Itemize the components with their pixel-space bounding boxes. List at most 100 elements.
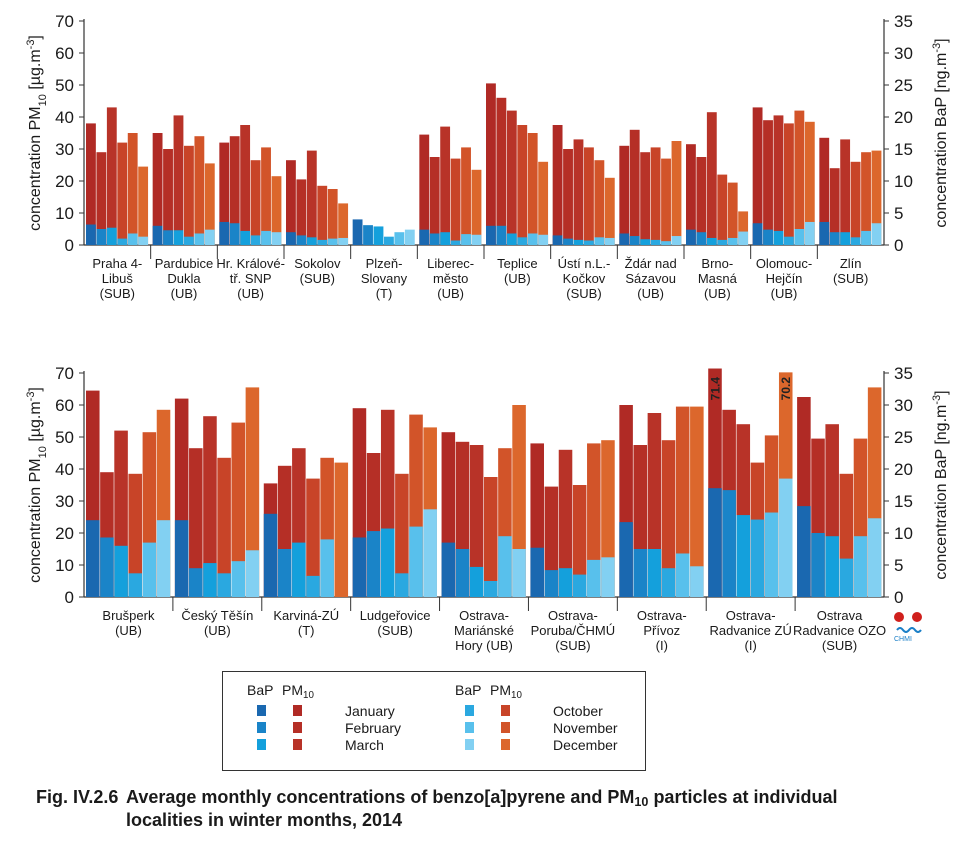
data-annotation-text: 71.4 bbox=[708, 377, 722, 401]
panel-1-y2-tick-label: 20 bbox=[894, 108, 913, 127]
pm10-bar bbox=[296, 179, 307, 245]
bap-bar bbox=[722, 490, 736, 597]
pm10-bar bbox=[573, 139, 584, 245]
pm10-bar bbox=[527, 133, 538, 245]
station-label: Ústí n.L.- bbox=[558, 256, 611, 271]
panel-2-y2-tick-label: 10 bbox=[894, 524, 913, 543]
logo-dot-left bbox=[894, 612, 904, 622]
bap-bar bbox=[404, 229, 415, 245]
bap-bar bbox=[306, 575, 320, 597]
bap-bar bbox=[825, 536, 839, 597]
bap-bar bbox=[764, 512, 779, 597]
station-label: (I) bbox=[745, 638, 757, 653]
bap-bar bbox=[395, 573, 409, 597]
bap-bar bbox=[441, 542, 456, 597]
bap-bar bbox=[317, 239, 328, 245]
station-label: Slovany bbox=[361, 271, 408, 286]
pm10-bar bbox=[784, 123, 794, 245]
bap-bar bbox=[738, 231, 749, 245]
bap-bar bbox=[461, 234, 471, 245]
station-label: (UB) bbox=[637, 286, 664, 301]
station-label: (UB) bbox=[171, 286, 198, 301]
panel-1-y-tick-label: 10 bbox=[55, 204, 74, 223]
station-label: (UB) bbox=[115, 623, 142, 638]
pm10-bar bbox=[619, 145, 630, 245]
pm10-bar bbox=[261, 147, 271, 245]
bap-bar bbox=[486, 225, 496, 245]
station-label: Mariánské bbox=[454, 623, 514, 638]
bap-bar bbox=[778, 478, 793, 597]
bap-bar bbox=[498, 536, 512, 597]
bap-bar bbox=[127, 233, 138, 245]
bap-bar bbox=[184, 236, 194, 245]
station-label: Ostrava- bbox=[548, 608, 598, 623]
pm10-bar bbox=[738, 211, 749, 245]
bap-bar bbox=[240, 230, 251, 245]
caption-sub: 10 bbox=[634, 795, 649, 809]
pm10-bar bbox=[461, 147, 471, 245]
bap-bar bbox=[563, 238, 573, 245]
bap-bar bbox=[250, 235, 261, 245]
station-label: (UB) bbox=[771, 286, 798, 301]
pm10-bar bbox=[850, 161, 861, 245]
legend-swatch-pm10 bbox=[293, 739, 302, 750]
legend-swatch-bap bbox=[465, 739, 474, 750]
pm10-bar bbox=[686, 144, 696, 245]
bap-bar bbox=[142, 542, 157, 597]
bap-bar bbox=[292, 542, 306, 597]
bap-bar bbox=[840, 232, 851, 245]
pm10-bar bbox=[229, 136, 240, 245]
station-label: (SUB) bbox=[833, 271, 868, 286]
station-label: Hr. Králové- bbox=[216, 256, 285, 271]
bap-bar bbox=[573, 239, 584, 245]
bap-bar bbox=[706, 237, 717, 245]
bap-bar bbox=[128, 573, 142, 597]
caption-text-b: particles at individual bbox=[648, 787, 838, 807]
bap-bar bbox=[839, 558, 854, 597]
bap-bar bbox=[633, 549, 648, 597]
legend-swatch-pm10 bbox=[501, 739, 510, 750]
pm10-bar bbox=[506, 110, 517, 245]
station-label: tř. SNP bbox=[230, 271, 272, 286]
bap-bar bbox=[619, 233, 630, 245]
bap-bar bbox=[763, 229, 773, 245]
bap-bar bbox=[604, 237, 615, 245]
station-label: Kočkov bbox=[563, 271, 606, 286]
station-label: Radvanice ZÚ bbox=[709, 623, 791, 638]
pm10-bar bbox=[395, 473, 409, 597]
bap-bar bbox=[594, 237, 605, 245]
bap-bar bbox=[517, 237, 528, 245]
station-label: (SUB) bbox=[300, 271, 335, 286]
pm10-bar bbox=[486, 83, 496, 246]
pm10-bar bbox=[327, 189, 338, 245]
bap-bar bbox=[752, 223, 763, 245]
station-label: (UB) bbox=[237, 286, 264, 301]
station-label: (SUB) bbox=[100, 286, 135, 301]
station-label: Ludgeřovice bbox=[360, 608, 431, 623]
legend-swatch-pm10 bbox=[501, 722, 510, 733]
bap-bar bbox=[173, 230, 184, 245]
pm10-bar bbox=[650, 147, 661, 245]
bap-bar bbox=[373, 226, 384, 245]
bap-bar bbox=[552, 235, 563, 245]
bap-bar bbox=[352, 219, 363, 245]
bap-bar bbox=[572, 574, 587, 597]
bap-bar bbox=[727, 237, 738, 245]
bap-bar bbox=[204, 229, 215, 245]
pm10-bar bbox=[763, 120, 773, 245]
panel-1-y2-tick-label: 0 bbox=[894, 236, 903, 255]
pm10-bar bbox=[819, 137, 830, 245]
bap-bar bbox=[619, 522, 633, 597]
bap-bar bbox=[96, 229, 107, 245]
legend-header-pm10: PM10 bbox=[282, 682, 314, 701]
panel-1-y2-tick-label: 5 bbox=[894, 204, 903, 223]
station-label: (UB) bbox=[204, 623, 231, 638]
bap-bar bbox=[538, 234, 549, 245]
pm10-bar bbox=[203, 416, 217, 597]
legend-label: December bbox=[553, 737, 618, 753]
bap-bar bbox=[409, 526, 423, 597]
station-label: Ždár nad bbox=[625, 256, 677, 271]
bap-bar bbox=[114, 545, 128, 597]
station-label: Ostrava bbox=[817, 608, 863, 623]
caption-number: Fig. IV.2.6 bbox=[36, 787, 119, 807]
